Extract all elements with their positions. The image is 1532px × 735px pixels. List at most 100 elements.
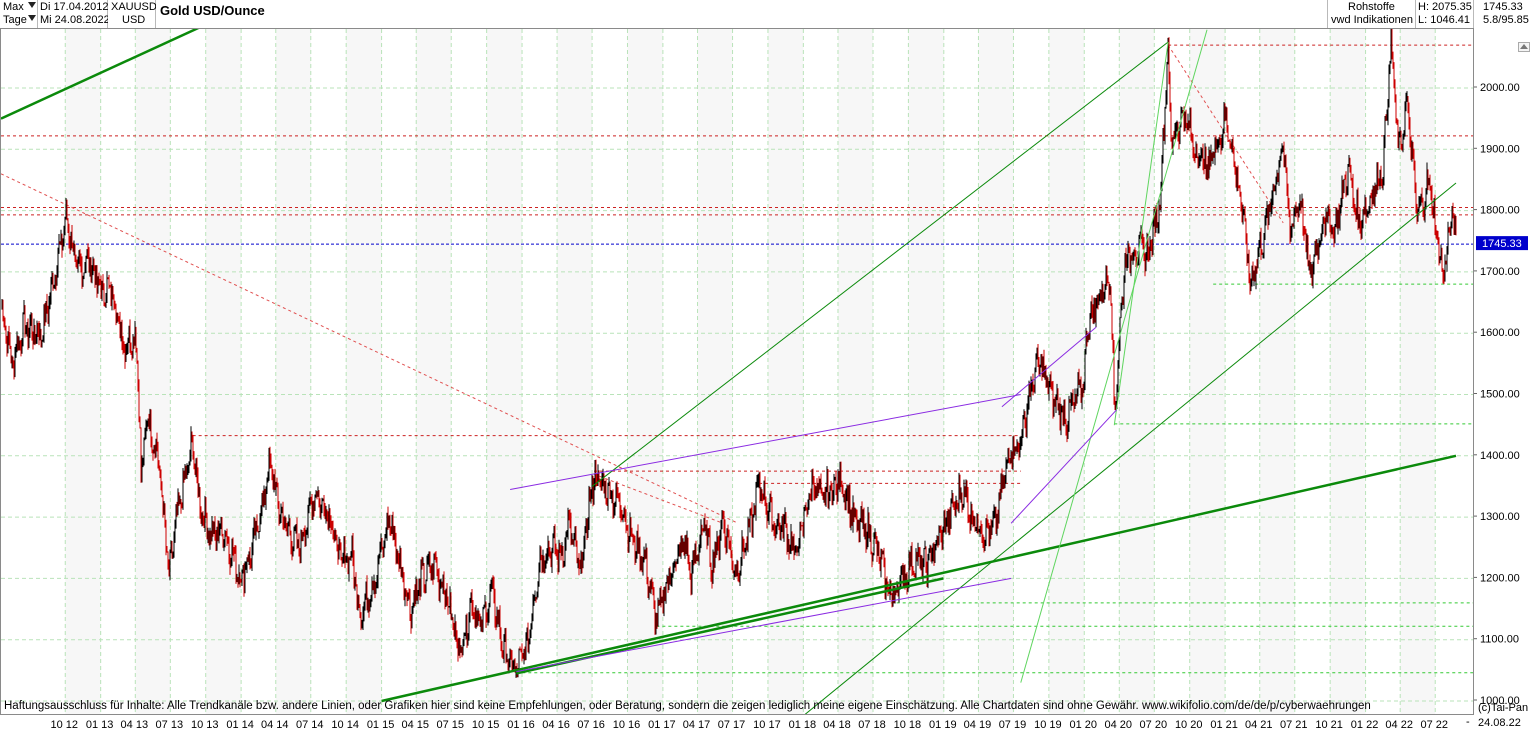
quarter-shade: [275, 29, 311, 714]
date-axis: 10 12 01 13 04 13 07 13 10 13 01 14 04 14 07 14…: [0, 715, 1532, 732]
x-tick-label: 10 20: [1175, 719, 1203, 731]
chevron-down-icon: [25, 13, 39, 26]
x-tick-label: 01 17: [648, 719, 676, 731]
change-label: 5.8/95.85: [1483, 14, 1529, 26]
title-box: Gold USD/Ounce: [156, 0, 1328, 28]
quarter-shade: [1189, 29, 1226, 714]
source-label: vwd Indikationen: [1331, 14, 1413, 26]
x-tick-label: 01 18: [789, 719, 817, 731]
y-tick-label: 2000.00: [1480, 82, 1520, 94]
x-tick-label: 07 14: [296, 719, 324, 731]
x-tick-label: 07 16: [577, 719, 605, 731]
quarter-shade: [416, 29, 452, 714]
end-date-label: 24.08.22: [1478, 717, 1521, 729]
copyright-label: (c)Tai-Pan: [1478, 702, 1529, 714]
trend-line: [381, 454, 1457, 703]
x-tick-label: 07 13: [156, 719, 184, 731]
start-date: Di 17.04.2012: [40, 1, 109, 13]
y-tick-label: 1500.00: [1480, 389, 1520, 401]
y-tick-label: 1400.00: [1480, 450, 1520, 462]
y-tick-label: 1000.00: [1480, 695, 1520, 707]
x-tick-label: 10 13: [191, 719, 219, 731]
high-low-box: H: 2075.35 L: 1046.41: [1416, 0, 1474, 28]
axis-dash: -: [1466, 716, 1470, 728]
currency-label: USD: [122, 14, 146, 26]
quarter-shade: [978, 29, 1014, 714]
quarter-shade: [486, 29, 523, 714]
quarter-shade: [837, 29, 873, 714]
x-tick-label: 07 15: [436, 719, 464, 731]
quarter-shade: [1259, 29, 1295, 714]
x-tick-label: 04 14: [261, 719, 289, 731]
scroll-up-icon[interactable]: [1518, 42, 1530, 52]
current-price-badge: [1476, 236, 1528, 251]
x-tick-label: 07 22: [1420, 719, 1448, 731]
interval-label: Tage: [3, 14, 27, 26]
quarter-shade: [1119, 29, 1155, 714]
trend-line-thin: [1113, 41, 1169, 426]
x-tick-label: 10 17: [753, 719, 781, 731]
y-tick-label: 1200.00: [1480, 572, 1520, 584]
current-price-label: 1745.33: [1482, 238, 1522, 250]
x-tick-label: 07 20: [1140, 719, 1168, 731]
trend-line: [591, 41, 1169, 487]
disclaimer-text: Haftungsausschluss für Inhalte: Alle Tre…: [4, 700, 1371, 712]
high-label: H: 2075.35: [1418, 1, 1472, 13]
last-price-box: 1745.33 5.8/95.85: [1474, 0, 1532, 28]
x-tick-label: 04 15: [401, 719, 429, 731]
x-tick-label: 01 15: [367, 719, 395, 731]
x-tick-label: 04 17: [683, 719, 711, 731]
y-tick-label: 1100.00: [1480, 634, 1519, 646]
quarter-shade: [205, 29, 242, 714]
price-axis: 1000.00 1100.00 1200.00 1300.00 1400.00 1500.…: [1474, 28, 1532, 715]
quarter-shade: [1330, 29, 1366, 714]
price-chart-svg: [1, 29, 1473, 714]
x-tick-label: 01 19: [929, 719, 957, 731]
range-label: Max: [3, 1, 24, 13]
quarter-shade: [697, 29, 733, 714]
x-tick-label: 01 22: [1351, 719, 1379, 731]
x-tick-label: 04 22: [1385, 719, 1413, 731]
x-tick-label: 10 15: [472, 719, 500, 731]
x-tick-label: 04 16: [542, 719, 570, 731]
x-tick-label: 04 18: [823, 719, 851, 731]
channel-line-purple: [516, 577, 1012, 673]
x-tick-label: 07 18: [858, 719, 886, 731]
x-tick-label: 10 18: [894, 719, 922, 731]
diagonal-resistance-line: [1167, 44, 1284, 224]
source-box: Rohstoffe vwd Indikationen: [1328, 0, 1416, 28]
plot-area[interactable]: Haftungsausschluss für Inhalte: Alle Tre…: [0, 28, 1474, 715]
x-tick-label: 01 13: [86, 719, 114, 731]
quarter-shade: [346, 29, 382, 714]
quarter-shade: [1048, 29, 1085, 714]
chart-title: Gold USD/Ounce: [160, 3, 265, 18]
diagonal-resistance-line: [593, 473, 724, 524]
quarter-shade: [1400, 29, 1436, 714]
x-tick-label: 01 20: [1069, 719, 1097, 731]
y-tick-label: 1600.00: [1480, 327, 1520, 339]
trend-line: [804, 182, 1457, 714]
price-axis-svg: 1000.00 1100.00 1200.00 1300.00 1400.00 1500.…: [1474, 82, 1528, 707]
low-label: L: 1046.41: [1418, 14, 1470, 26]
category-label: Rohstoffe: [1348, 1, 1395, 13]
quarter-shade: [557, 29, 593, 714]
date-axis-svg: 10 12 01 13 04 13 07 13 10 13 01 14 04 14 07 14…: [50, 719, 1448, 731]
x-tick-label: 04 13: [121, 719, 149, 731]
quarter-shade: [767, 29, 804, 714]
symbol-label: XAUUSD: [111, 1, 157, 13]
x-tick-label: 04 21: [1245, 719, 1273, 731]
y-tick-label: 1300.00: [1480, 511, 1520, 523]
x-tick-label: 07 21: [1280, 719, 1308, 731]
x-tick-label: 01 14: [226, 719, 254, 731]
channel-line-purple: [510, 394, 1021, 491]
x-tick-label: 01 21: [1210, 719, 1238, 731]
channel-line-purple: [1001, 326, 1097, 408]
quarter-shade: [135, 29, 171, 714]
quarter-shade: [65, 29, 101, 714]
quarter-shade: [908, 29, 944, 714]
range-selector[interactable]: Max Tage: [0, 0, 38, 28]
x-tick-label: 07 19: [999, 719, 1027, 731]
x-tick-label: 10 14: [331, 719, 359, 731]
quarter-shade: [627, 29, 663, 714]
